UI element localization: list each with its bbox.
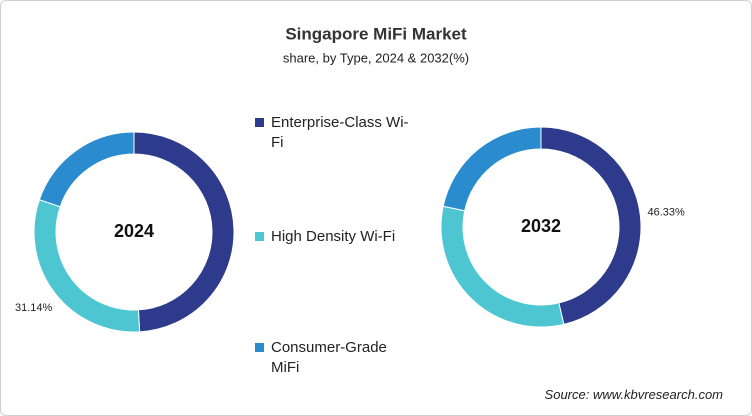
data-label: 46.33% <box>648 206 686 218</box>
donut-slice <box>442 126 542 212</box>
data-label: 31.14% <box>15 302 53 314</box>
chart-title: Singapore MiFi Market <box>285 24 467 43</box>
legend-item: Enterprise-Class Wi-Fi <box>255 113 409 153</box>
legend-swatch <box>255 118 264 127</box>
legend-label: Consumer-Grade MiFi <box>271 339 387 376</box>
center-label: 2024 <box>114 221 154 241</box>
legend-item: Consumer-Grade MiFi <box>255 338 409 378</box>
legend-label: Enterprise-Class Wi-Fi <box>271 114 409 151</box>
legend-label: High Density Wi-Fi <box>271 228 396 245</box>
donut-slice <box>38 131 135 208</box>
center-label: 2032 <box>521 216 561 236</box>
legend-swatch <box>255 232 264 241</box>
legend-swatch <box>255 343 264 352</box>
source: Source: www.kbvresearch.com <box>544 387 723 402</box>
chart-subtitle: share, by Type, 2024 & 2032(%) <box>283 50 469 65</box>
donut-slice <box>133 131 235 333</box>
legend-item: High Density Wi-Fi <box>255 227 409 247</box>
